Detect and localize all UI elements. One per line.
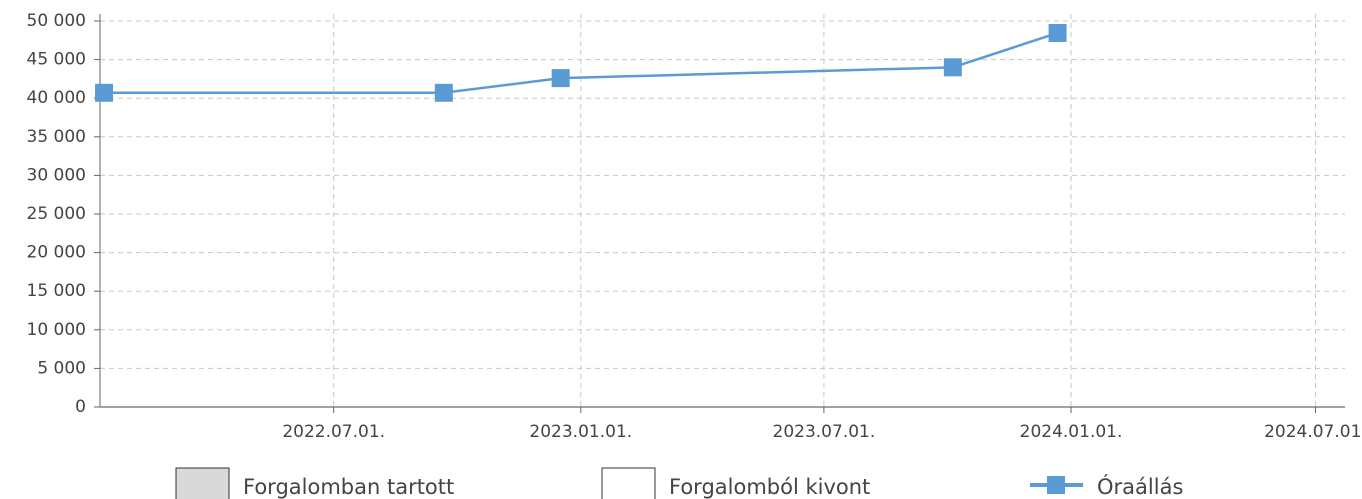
y-tick-label: 10 000	[27, 320, 86, 340]
y-tick-label: 15 000	[27, 281, 86, 301]
y-tick-label: 30 000	[27, 165, 86, 185]
legend-swatch	[175, 467, 230, 499]
x-tick-label: 2023.01.01.	[529, 422, 632, 442]
legend-label: Óraállás	[1097, 474, 1183, 499]
legend-label: Forgalomból kivont	[669, 475, 870, 499]
legend-marker	[1047, 476, 1065, 494]
y-tick-label: 40 000	[27, 88, 86, 108]
y-tick-label: 50 000	[27, 11, 86, 31]
y-tick-label: 20 000	[27, 243, 86, 263]
x-tick-label: 2022.07.01.	[282, 422, 385, 442]
y-tick-label: 5 000	[37, 358, 86, 378]
legend-swatch	[601, 467, 656, 499]
x-tick-label: 2024.07.01.	[1264, 422, 1362, 442]
y-tick-label: 45 000	[27, 50, 86, 70]
x-tick-label: 2024.01.01.	[1020, 422, 1123, 442]
y-tick-label: 25 000	[27, 204, 86, 224]
point	[1048, 23, 1067, 42]
x-tick-label: 2023.07.01.	[773, 422, 876, 442]
point	[434, 83, 453, 102]
legend-label: Forgalomban tartott	[243, 475, 454, 499]
point	[551, 69, 570, 88]
point	[943, 58, 962, 77]
point	[95, 83, 114, 102]
y-tick-label: 0	[75, 397, 86, 417]
y-tick-label: 35 000	[27, 127, 86, 147]
